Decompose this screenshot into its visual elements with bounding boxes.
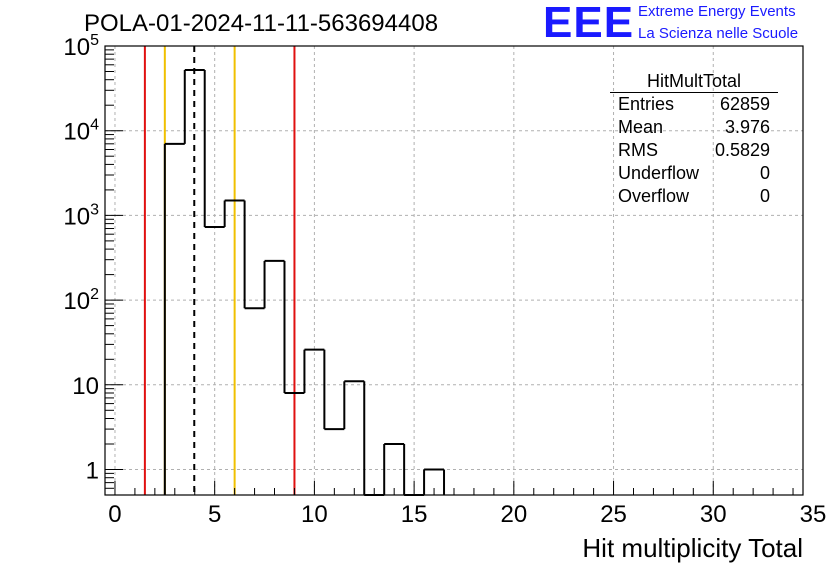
x-tick-label: 15: [401, 501, 428, 528]
stats-value: 0: [759, 163, 770, 183]
stats-value: 0: [759, 186, 770, 206]
y-axis-ticks: 1 10 102 103 104 105: [63, 32, 123, 496]
x-axis-label: Hit multiplicity Total: [582, 533, 803, 563]
x-axis-ticks: 0 5 10 15 20 25 30 35: [108, 481, 826, 528]
logo-subtitle-1: Extreme Energy Events: [638, 3, 796, 20]
histogram-bars: [163, 69, 446, 496]
stats-row: Overflow 0: [610, 185, 778, 208]
stats-label: Underflow: [618, 163, 700, 183]
y-tick-label: 105: [63, 32, 99, 61]
stats-value: 0.5829: [714, 140, 770, 160]
grid-lines: [105, 46, 803, 495]
stats-value: 62859: [719, 94, 770, 114]
x-tick-label: 30: [700, 501, 727, 528]
stats-label: Entries: [618, 94, 675, 114]
stats-label: Mean: [618, 117, 664, 137]
logo-subtitle-2: La Scienza nelle Scuole: [638, 25, 799, 42]
marker-lines: [143, 46, 296, 495]
stats-value: 3.976: [724, 117, 770, 137]
x-tick-label: 5: [208, 501, 221, 528]
stats-row: Underflow 0: [610, 162, 778, 185]
eee-logo: EEE: [543, 0, 635, 47]
stats-row: Entries 62859: [610, 93, 778, 116]
stats-row: RMS 0.5829: [610, 139, 778, 162]
x-tick-label: 20: [500, 501, 527, 528]
y-tick-label: 102: [63, 286, 99, 315]
y-tick-label: 1: [86, 458, 99, 485]
stats-box-title: HitMultTotal: [610, 70, 778, 93]
x-tick-label: 0: [108, 501, 121, 528]
chart-title: POLA-01-2024-11-11-563694408: [84, 10, 439, 37]
y-tick-label: 10: [72, 373, 99, 400]
y-tick-label: 103: [63, 201, 99, 230]
y-tick-label: 104: [63, 117, 99, 146]
x-tick-label: 25: [600, 501, 627, 528]
stats-row: Mean 3.976: [610, 116, 778, 139]
x-tick-label: 10: [301, 501, 328, 528]
stats-label: RMS: [618, 140, 658, 160]
stats-label: Overflow: [618, 186, 690, 206]
stats-box: HitMultTotal Entries 62859 Mean 3.976 RM…: [610, 70, 778, 208]
x-tick-label: 35: [800, 501, 827, 528]
